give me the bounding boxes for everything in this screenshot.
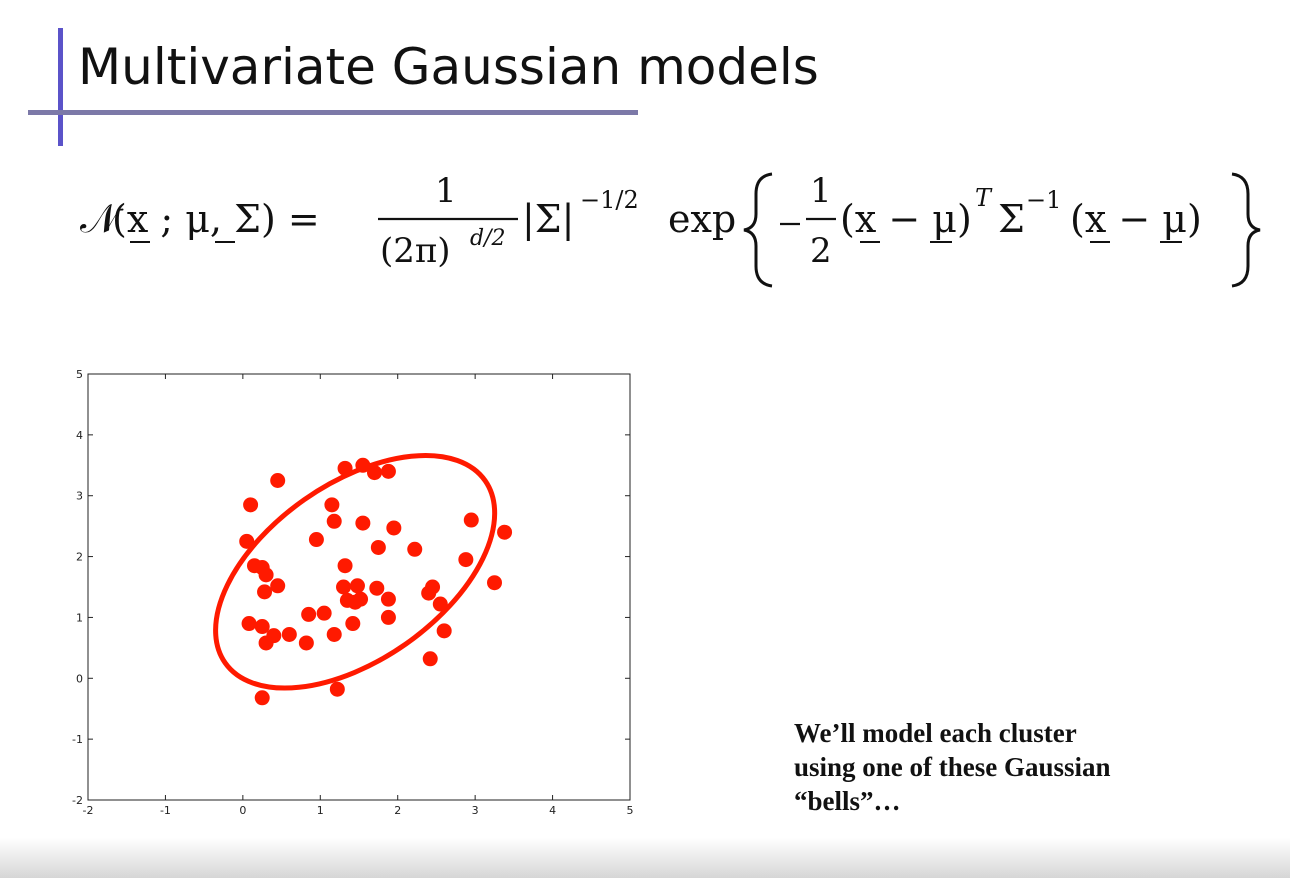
title-accent-vertical-bar	[58, 28, 63, 146]
gaussian-contour-layer	[213, 453, 498, 691]
formula-determinant-exponent: −1/2	[580, 186, 639, 214]
formula-normal-symbol: 𝒩	[80, 196, 124, 242]
formula-half-numerator: 1	[810, 171, 832, 211]
data-point	[336, 579, 352, 595]
slide-title: Multivariate Gaussian models	[78, 38, 819, 96]
data-point	[243, 497, 259, 513]
data-point	[355, 515, 371, 531]
data-point	[497, 524, 513, 540]
title-accent-underline	[28, 110, 638, 115]
data-point	[407, 541, 423, 557]
formula-denominator-exponent: d/2	[470, 226, 506, 251]
data-point	[254, 690, 270, 706]
caption-line: We’ll model each cluster	[794, 718, 1077, 748]
data-point	[301, 606, 317, 622]
bottom-shadow	[0, 838, 1290, 878]
y-tick-label: 1	[76, 611, 83, 624]
data-point	[298, 635, 314, 651]
data-point	[366, 465, 382, 481]
x-tick-label: -2	[83, 804, 94, 817]
x-tick-label: -1	[160, 804, 171, 817]
data-point	[425, 579, 441, 595]
axis-ticks: -2 -1 0 1 2 3 4 5 -2 -1 0 1 2 3 4 5	[72, 368, 633, 817]
formula-half-denominator: 2	[810, 231, 832, 271]
x-tick-label: 5	[627, 804, 634, 817]
data-point	[380, 463, 396, 479]
data-point	[353, 591, 369, 607]
formula-quadratic-right: (x − μ)	[1070, 197, 1202, 241]
data-point	[326, 626, 342, 642]
y-tick-label: -2	[72, 794, 83, 807]
data-point	[257, 584, 273, 600]
caption-text: We’ll model each cluster using one of th…	[794, 716, 1224, 818]
data-point	[326, 513, 342, 529]
data-point	[270, 578, 286, 594]
gaussian-density-formula: 𝒩 (x ; μ, Σ) = 1 (2π) d/2 |Σ| −1/2 exp 1…	[80, 171, 1261, 288]
data-point	[324, 497, 340, 513]
data-points-layer	[239, 457, 513, 706]
data-point	[458, 552, 474, 568]
data-point	[432, 596, 448, 612]
data-point	[369, 580, 385, 596]
data-point	[337, 558, 353, 574]
x-tick-label: 3	[472, 804, 479, 817]
data-point	[436, 623, 452, 639]
formula-quadratic-left: (x − μ)	[840, 197, 972, 241]
formula-fraction-denominator: (2π)	[380, 231, 451, 271]
data-point	[380, 591, 396, 607]
data-point	[345, 616, 361, 632]
data-point	[254, 619, 270, 635]
data-point	[241, 616, 257, 632]
data-point	[463, 512, 479, 528]
data-point	[316, 605, 332, 621]
x-tick-label: 0	[239, 804, 246, 817]
formula-lhs-args: (x ; μ, Σ) =	[112, 197, 320, 241]
data-point	[349, 578, 365, 594]
formula-fraction-numerator: 1	[435, 171, 457, 211]
data-point	[270, 473, 286, 488]
formula-exp: exp	[668, 197, 736, 241]
data-point	[258, 635, 274, 651]
x-tick-label: 4	[549, 804, 556, 817]
x-tick-label: 2	[394, 804, 401, 817]
data-point	[308, 532, 324, 548]
x-tick-label: 1	[317, 804, 324, 817]
data-point	[422, 651, 438, 667]
scatter-plot: -2 -1 0 1 2 3 4 5 -2 -1 0 1 2 3 4 5	[72, 368, 633, 817]
y-tick-label: 3	[76, 490, 83, 503]
formula-determinant: |Σ|	[522, 197, 574, 241]
data-point	[355, 457, 371, 473]
formula-inverse-exponent: −1	[1026, 186, 1061, 214]
gaussian-contour-ellipse	[213, 453, 498, 691]
formula-inverse-sigma: Σ	[998, 197, 1025, 241]
y-tick-label: 2	[76, 551, 83, 564]
data-point	[380, 609, 396, 625]
data-point	[258, 567, 274, 583]
y-tick-label: 0	[76, 672, 83, 685]
caption-line: “bells”…	[794, 786, 901, 816]
data-point	[487, 575, 502, 591]
data-point	[329, 681, 345, 697]
data-point	[386, 520, 402, 536]
y-tick-label: -1	[72, 733, 83, 746]
data-point	[337, 460, 353, 476]
data-point	[239, 533, 255, 549]
formula-transpose: T	[975, 184, 993, 212]
y-tick-label: 5	[76, 368, 83, 381]
caption-line: using one of these Gaussian	[794, 752, 1111, 782]
y-tick-label: 4	[76, 429, 83, 442]
data-point	[370, 539, 386, 555]
data-point	[281, 626, 297, 642]
